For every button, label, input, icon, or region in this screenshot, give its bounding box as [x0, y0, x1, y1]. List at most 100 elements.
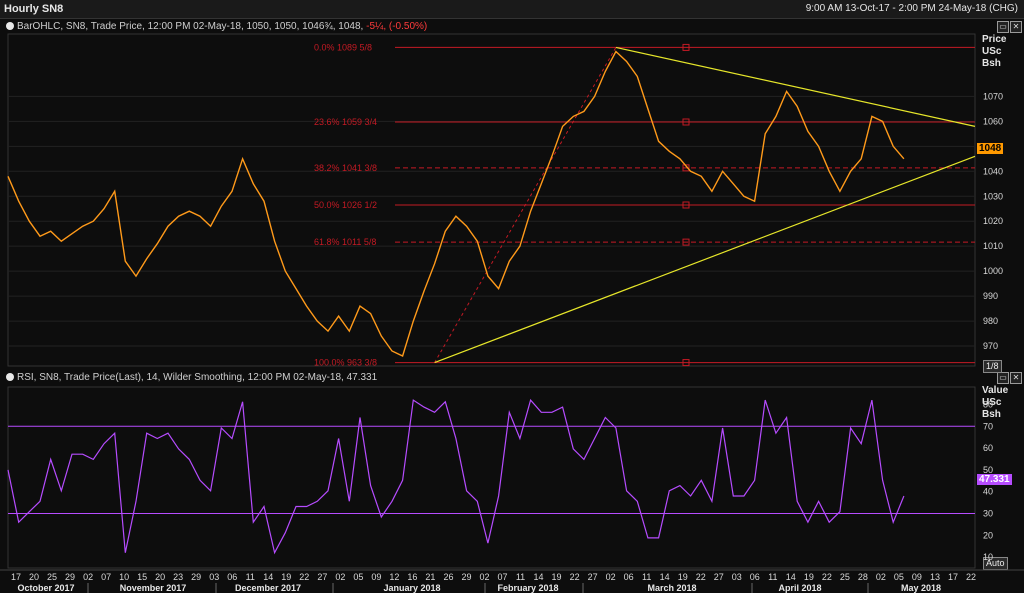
fib-label: 23.6% 1059 3/4	[314, 117, 377, 127]
x-tick-label: 02	[479, 572, 489, 582]
y-tick-label: 1020	[983, 216, 1003, 226]
x-tick-label: 17	[11, 572, 21, 582]
price-unit-label: Price USc Bsh	[982, 34, 1007, 69]
x-tick-label: 19	[552, 572, 562, 582]
x-tick-label: 23	[173, 572, 183, 582]
x-tick-label: 10	[119, 572, 129, 582]
y-tick-label: 20	[983, 530, 993, 540]
window-title: Hourly SN8	[4, 3, 64, 15]
x-tick-label: 11	[642, 572, 651, 582]
x-tick-label: 02	[876, 572, 886, 582]
x-tick-label: 27	[317, 572, 327, 582]
y-tick-label: 1030	[983, 191, 1003, 201]
rsi-panel: 10 20 30 40 50 60 70 80	[7, 386, 993, 569]
close-icon[interactable]: ✕	[1010, 21, 1022, 33]
x-tick-label: 13	[930, 572, 940, 582]
restore-icon[interactable]: ▭	[997, 21, 1009, 33]
x-tick-label: 14	[786, 572, 796, 582]
month-label: February 2018	[497, 583, 558, 593]
month-label: January 2018	[383, 583, 440, 593]
y-tick-label: 970	[983, 341, 998, 351]
x-tick-label: 09	[912, 572, 922, 582]
month-label: December 2017	[235, 583, 301, 593]
fib-marker	[682, 201, 690, 209]
price-legend-text2: , 1048,	[332, 21, 364, 32]
fib-label: 100.0% 963 3/8	[314, 358, 377, 368]
x-tick-label: 21	[425, 572, 435, 582]
x-tick-label: 07	[101, 572, 111, 582]
price-legend-frac: ¾	[324, 21, 333, 32]
fib-label: 50.0% 1026 1/2	[314, 200, 377, 210]
x-tick-label: 27	[588, 572, 598, 582]
price-plot-frame	[7, 33, 976, 367]
x-tick-label: 03	[209, 572, 219, 582]
x-tick-label: 12	[389, 572, 399, 582]
rsi-line	[7, 398, 905, 555]
y-tick-label: 1040	[983, 166, 1003, 176]
x-tick-label: 15	[137, 572, 147, 582]
y-tick-label: 50	[983, 465, 993, 475]
x-tick-label: 29	[65, 572, 75, 582]
x-tick-label: 06	[227, 572, 237, 582]
price-scale-button[interactable]: 1/8	[983, 360, 1002, 373]
x-tick-label: 28	[858, 572, 868, 582]
legend-dot-icon[interactable]	[6, 373, 14, 381]
last-price-flag: 1048	[977, 143, 1004, 154]
x-tick-label: 02	[83, 572, 93, 582]
x-tick-label: 19	[678, 572, 688, 582]
x-tick-label: 19	[804, 572, 814, 582]
x-tick-label: 03	[732, 572, 742, 582]
month-label: May 2018	[901, 583, 941, 593]
x-tick-label: 05	[894, 572, 904, 582]
fib-label: 0.0% 1089 5/8	[314, 42, 372, 52]
price-panel: 9709809901000101010201030104010501060107…	[7, 33, 1003, 368]
y-tick-label: 70	[983, 421, 993, 431]
x-tick-label: 11	[246, 572, 255, 582]
x-tick-label: 25	[47, 572, 57, 582]
x-tick-label: 29	[191, 572, 201, 582]
legend-dot-icon[interactable]	[6, 22, 14, 30]
fib-marker	[682, 43, 690, 51]
x-tick-label: 16	[407, 572, 417, 582]
fib-label: 61.8% 1011 5/8	[314, 237, 376, 247]
y-tick-label: 1010	[983, 241, 1003, 251]
x-tick-label: 14	[660, 572, 670, 582]
y-tick-label: 1000	[983, 266, 1003, 276]
x-tick-label: 14	[263, 572, 273, 582]
y-tick-label: 990	[983, 291, 998, 301]
trendline	[615, 46, 976, 127]
y-tick-label: 1060	[983, 116, 1003, 126]
x-tick-label: 27	[714, 572, 724, 582]
date-range: 9:00 AM 13-Oct-17 - 2:00 PM 24-May-18 (C…	[805, 3, 1018, 14]
x-tick-label: 11	[768, 572, 777, 582]
restore-icon[interactable]: ▭	[997, 372, 1009, 384]
x-tick-label: 02	[606, 572, 616, 582]
rsi-unit-label: Value USc Bsh	[982, 385, 1009, 420]
x-tick-label: 22	[570, 572, 580, 582]
month-label: April 2018	[778, 583, 821, 593]
close-icon[interactable]: ✕	[1010, 372, 1022, 384]
y-tick-label: 1070	[983, 91, 1003, 101]
fib-marker	[682, 118, 690, 126]
month-label: October 2017	[17, 583, 74, 593]
y-tick-label: 40	[983, 487, 993, 497]
fib-marker	[682, 359, 690, 367]
x-tick-label: 06	[750, 572, 760, 582]
fib-marker	[682, 238, 690, 246]
y-tick-label: 60	[983, 443, 993, 453]
x-tick-label: 25	[840, 572, 850, 582]
y-tick-label: 10	[983, 552, 993, 562]
x-tick-label: 02	[335, 572, 345, 582]
price-legend-text: BarOHLC, SN8, Trade Price, 12:00 PM 02-M…	[17, 21, 325, 32]
x-tick-label: 09	[371, 572, 381, 582]
trendline	[434, 155, 976, 364]
title-bar: Hourly SN8 9:00 AM 13-Oct-17 - 2:00 PM 2…	[0, 0, 1024, 19]
price-legend-change: -5¼, (-0.50%)	[366, 21, 428, 32]
price-line	[7, 50, 905, 357]
rsi-plot-frame	[7, 386, 976, 569]
last-rsi-flag: 47.331	[977, 474, 1012, 485]
x-tick-label: 22	[966, 572, 976, 582]
month-label: November 2017	[120, 583, 187, 593]
x-tick-label: 22	[822, 572, 832, 582]
x-tick-label: 14	[534, 572, 544, 582]
